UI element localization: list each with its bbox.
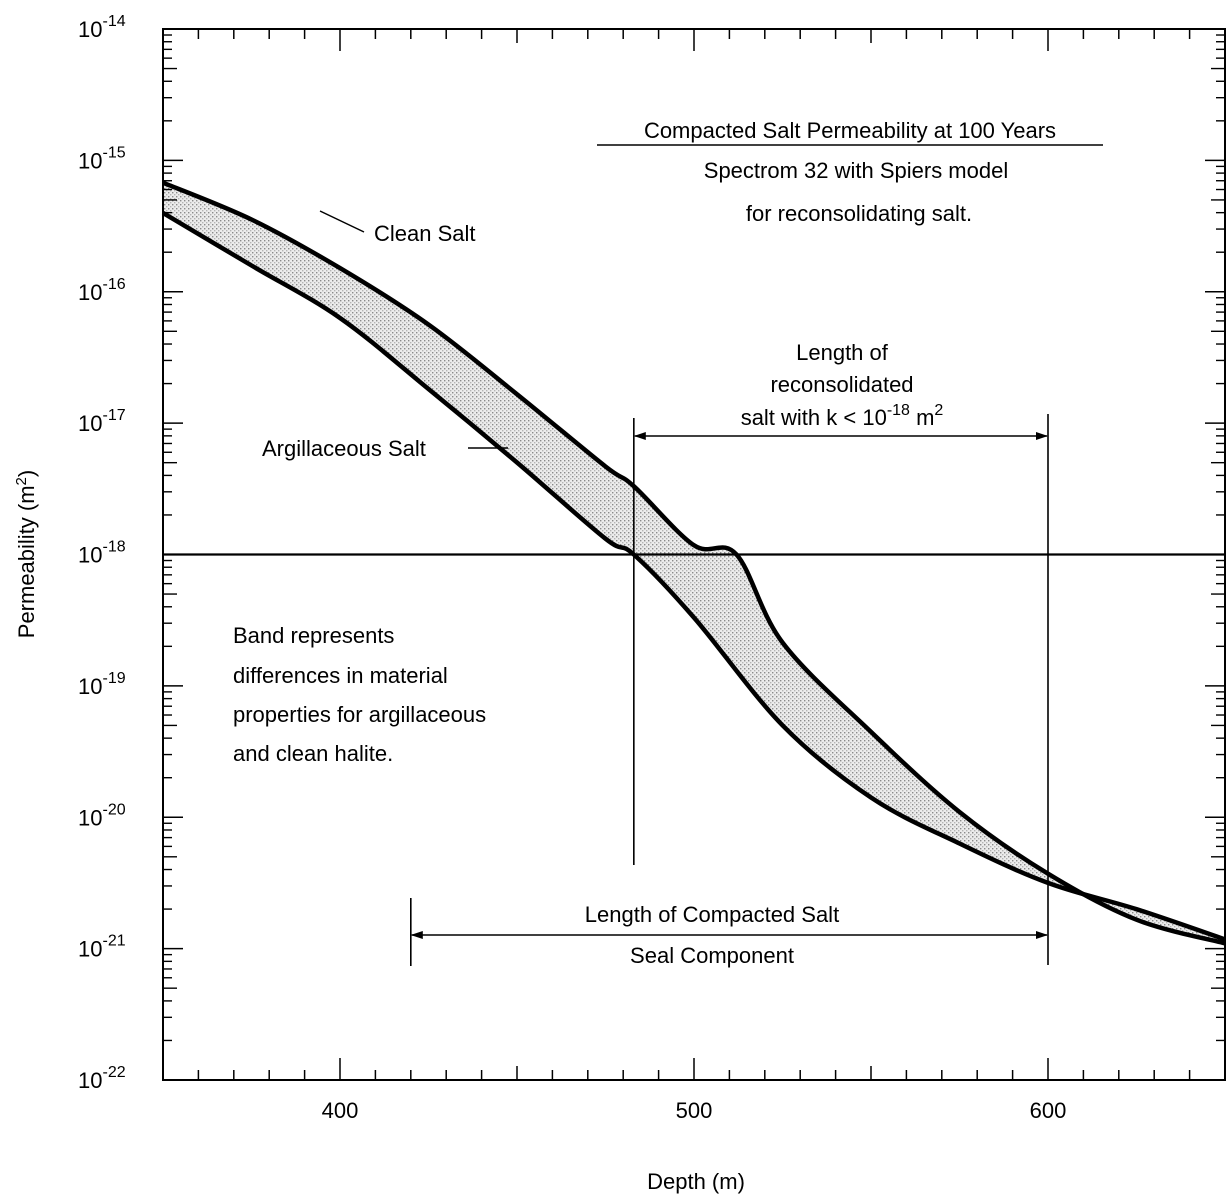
y-tick-label: 10-18 [78, 539, 126, 568]
y-tick-label: 10-20 [78, 801, 126, 830]
y-axis-title-close: ) [14, 470, 39, 477]
y-axis-title-sup: 2 [13, 477, 30, 485]
reconsolidated-line3-prefix: salt with k < 10 [741, 405, 887, 430]
band-note-line-3: properties for argillaceous [233, 702, 486, 727]
reconsolidated-line3-sup: -18 [887, 402, 910, 419]
argillaceous-salt-label: Argillaceous Salt [262, 436, 426, 461]
y-tick-label: 10-17 [78, 407, 126, 436]
clean-salt-label: Clean Salt [374, 221, 476, 246]
permeability-band [163, 182, 1225, 944]
band-note-line-1: Band represents [233, 623, 394, 648]
band-note-line-4: and clean halite. [233, 741, 393, 766]
x-axis-title: Depth (m) [647, 1169, 745, 1194]
x-tick-label: 500 [676, 1098, 713, 1123]
x-tick-label: 400 [322, 1098, 359, 1123]
y-axis-title-main: Permeability (m [14, 485, 39, 638]
reconsolidated-line3-unit-sup: 2 [934, 402, 943, 419]
y-tick-label: 10-14 [78, 13, 126, 42]
reconsolidated-line3-unit: m [910, 405, 934, 430]
reconsolidated-text-line-3: salt with k < 10-18 m2 [741, 402, 944, 430]
reconsolidated-text-line-2: reconsolidated [770, 372, 913, 397]
series-line-argillaceous-salt [161, 210, 1226, 942]
y-axis-title: Permeability (m2) [13, 470, 39, 638]
band-note-line-2: differences in material [233, 663, 448, 688]
series-line-clean-salt [162, 180, 1226, 946]
reconsolidated-text-line-1: Length of [796, 340, 889, 365]
y-tick-label: 10-16 [78, 276, 126, 305]
y-tick-label: 10-19 [78, 670, 126, 699]
y-tick-label: 10-15 [78, 144, 126, 173]
compacted-text-line-2: Seal Component [630, 943, 794, 968]
y-tick-label: 10-22 [78, 1064, 126, 1093]
chart-title: Compacted Salt Permeability at 100 Years [644, 118, 1056, 143]
x-tick-label: 600 [1030, 1098, 1067, 1123]
compacted-text-line-1: Length of Compacted Salt [585, 902, 839, 927]
clean-salt-leader [319, 210, 365, 233]
y-tick-label: 10-21 [78, 933, 126, 962]
chart-subtitle-line-1: Spectrom 32 with Spiers model [704, 158, 1008, 183]
chart-subtitle-line-2: for reconsolidating salt. [746, 201, 972, 226]
